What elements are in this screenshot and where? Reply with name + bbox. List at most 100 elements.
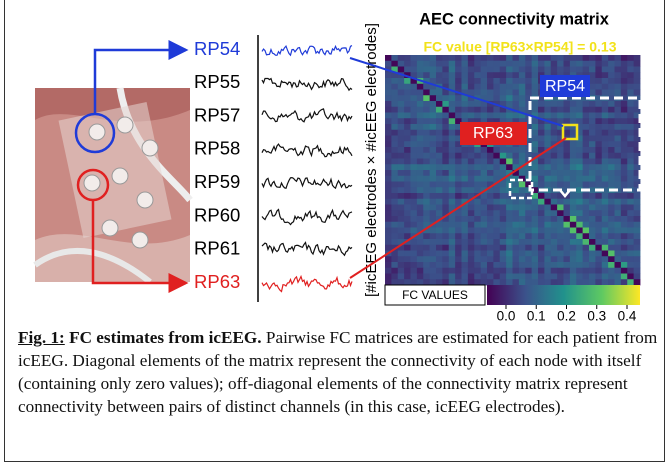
matrix-cell (449, 182, 456, 188)
matrix-cell (513, 147, 520, 153)
matrix-cell (493, 147, 500, 153)
matrix-cell (468, 147, 475, 153)
matrix-cell (455, 170, 462, 176)
matrix-cell (417, 84, 424, 90)
matrix-cell (474, 187, 481, 193)
matrix-cell (551, 228, 558, 234)
matrix-cell (513, 210, 520, 216)
matrix-cell (411, 268, 418, 274)
matrix-cell (519, 210, 526, 216)
matrix-cell (385, 182, 392, 188)
matrix-cell (634, 279, 641, 285)
matrix-cell (634, 256, 641, 262)
matrix-cell (506, 199, 513, 205)
matrix-cell (487, 233, 494, 239)
matrix-cell (430, 67, 437, 73)
matrix-cell (589, 205, 596, 211)
matrix-cell (627, 124, 634, 130)
matrix-cell (557, 245, 564, 251)
matrix-cell (474, 78, 481, 84)
matrix-cell (583, 118, 590, 124)
matrix-cell (385, 210, 392, 216)
matrix-cell (551, 136, 558, 142)
matrix-cell (634, 67, 641, 73)
matrix-cell (615, 199, 622, 205)
matrix-cell (449, 187, 456, 193)
matrix-cell (595, 67, 602, 73)
matrix-cell (423, 90, 430, 96)
matrix-cell (468, 205, 475, 211)
matrix-cell (481, 55, 488, 61)
matrix-cell (493, 193, 500, 199)
matrix-cell (449, 233, 456, 239)
matrix-cell (532, 199, 539, 205)
matrix-cell (634, 199, 641, 205)
matrix-cell (532, 72, 539, 78)
matrix-cell (583, 228, 590, 234)
matrix-cell (570, 193, 577, 199)
matrix-cell (564, 256, 571, 262)
matrix-cell (544, 164, 551, 170)
matrix-cell (481, 107, 488, 113)
matrix-cell (608, 216, 615, 222)
matrix-cell (602, 210, 609, 216)
matrix-cell (519, 182, 526, 188)
matrix-cell (500, 222, 507, 228)
matrix-cell (417, 147, 424, 153)
matrix-cell (430, 233, 437, 239)
matrix-cell (544, 67, 551, 73)
matrix-cell (589, 199, 596, 205)
matrix-cell (398, 228, 405, 234)
matrix-cell (436, 251, 443, 257)
matrix-cell (589, 245, 596, 251)
matrix-cell (493, 61, 500, 67)
matrix-cell (621, 251, 628, 257)
matrix-cell (513, 205, 520, 211)
matrix-cell (576, 118, 583, 124)
matrix-cell (462, 107, 469, 113)
matrix-cell (455, 55, 462, 61)
matrix-cell (385, 256, 392, 262)
matrix-cell (608, 228, 615, 234)
matrix-cell (430, 251, 437, 257)
matrix-cell (455, 199, 462, 205)
matrix-cell (513, 182, 520, 188)
matrix-cell (385, 222, 392, 228)
matrix-cell (608, 233, 615, 239)
matrix-cell (634, 164, 641, 170)
matrix-cell (436, 61, 443, 67)
matrix-cell (621, 118, 628, 124)
matrix-cell (589, 251, 596, 257)
matrix-cell (404, 78, 411, 84)
matrix-cell (474, 245, 481, 251)
matrix-cell (493, 164, 500, 170)
matrix-cell (551, 67, 558, 73)
matrix-cell (621, 205, 628, 211)
matrix-cell (557, 268, 564, 274)
matrix-cell (595, 55, 602, 61)
matrix-cell (404, 216, 411, 222)
matrix-cell (621, 153, 628, 159)
matrix-cell (391, 228, 398, 234)
matrix-cell (608, 101, 615, 107)
matrix-cell (430, 136, 437, 142)
matrix-cell (417, 176, 424, 182)
matrix-cell (513, 90, 520, 96)
matrix-cell (506, 279, 513, 285)
matrix-cell (487, 228, 494, 234)
matrix-cell (442, 262, 449, 268)
matrix-cell (589, 256, 596, 262)
matrix-cell (404, 113, 411, 119)
matrix-cell (430, 170, 437, 176)
matrix-cell (455, 228, 462, 234)
matrix-cell (634, 193, 641, 199)
matrix-cell (576, 279, 583, 285)
matrix-cell (621, 274, 628, 280)
matrix-cell (398, 118, 405, 124)
matrix-cell (532, 176, 539, 182)
matrix-cell (436, 279, 443, 285)
matrix-cell (430, 279, 437, 285)
matrix-cell (411, 228, 418, 234)
matrix-cell (595, 182, 602, 188)
matrix-cell (621, 170, 628, 176)
